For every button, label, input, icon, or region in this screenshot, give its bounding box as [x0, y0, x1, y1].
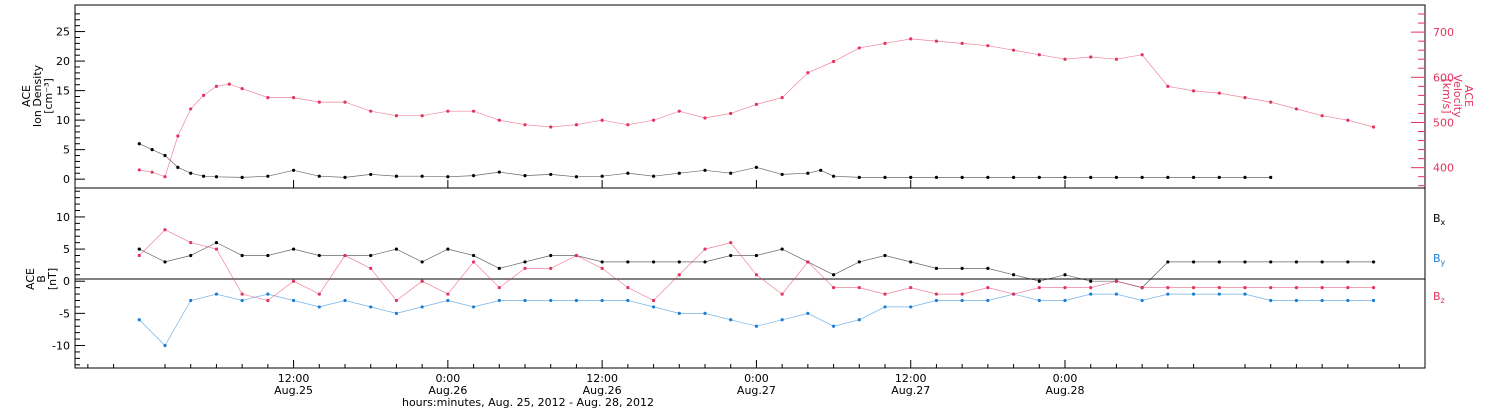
top-left-tick-label: 0: [63, 173, 70, 186]
top-left-tick-label: 25: [56, 26, 70, 39]
series-ion-density: [137, 142, 1273, 179]
top-right-tick-label: 500: [1433, 116, 1454, 129]
x-axis-title: hours:minutes, Aug. 25, 2012 - Aug. 28, …: [402, 396, 654, 409]
x-tick-label-date: Aug.25: [274, 384, 313, 397]
x-axis: 12:00Aug.250:00Aug.2612:00Aug.260:00Aug.…: [87, 180, 1400, 397]
bottom-left-tick-label: 10: [56, 211, 70, 224]
series-by: [137, 292, 1376, 348]
bottom-left-tick-label: 0: [63, 275, 70, 288]
bottom-left-tick-label: -5: [59, 307, 70, 320]
top-right-tick-label: 600: [1433, 71, 1454, 84]
x-tick-label-time: 0:00: [436, 372, 461, 385]
top-left-label-line-3: [cm⁻³]: [42, 78, 55, 114]
x-tick-label-date: Aug.26: [428, 384, 467, 397]
series-line: [139, 143, 1271, 178]
x-tick-label-date: Aug.28: [1046, 384, 1085, 397]
top-left-label-line-2: Ion Density: [31, 64, 44, 127]
bottom-panel-frame: [74, 187, 1426, 369]
bottom-left-tick-label: 5: [63, 243, 70, 256]
bottom-left-label-line-3: [nT]: [46, 268, 59, 290]
series-line: [139, 242, 1374, 288]
top-right-label-line-3: [km/s]: [1440, 78, 1453, 113]
series-line: [139, 229, 1374, 301]
x-tick-label-time: 12:00: [895, 372, 927, 385]
series-line: [139, 293, 1374, 347]
series-bz: [137, 228, 1376, 303]
top-left-tick-label: 15: [56, 85, 70, 98]
bottom-left-label-line-2: B: [35, 275, 48, 283]
legend-entry-by: By: [1433, 252, 1446, 267]
legend-entry-bz: Bz: [1433, 290, 1445, 305]
top-left-label-line-1: ACE: [20, 85, 33, 107]
series-line: [139, 38, 1374, 178]
top-left-tick-label: 10: [56, 114, 70, 127]
data-point: [137, 142, 141, 146]
top-left-tick-label: 5: [63, 144, 70, 157]
legend-entry-bx: Bx: [1433, 212, 1446, 227]
top-panel-frame: [74, 4, 1426, 189]
x-tick-label-date: Aug.26: [583, 384, 622, 397]
top-left-tick-label: 20: [56, 55, 70, 68]
top-right-label-line-1: ACE: [1462, 85, 1475, 107]
x-tick-label-time: 12:00: [278, 372, 310, 385]
bottom-left-label-line-1: ACE: [24, 268, 37, 290]
bottom-left-tick-label: -10: [52, 340, 70, 353]
data-point: [137, 168, 141, 172]
top-left-axis: 0 5 10 15 20 25: [56, 13, 85, 186]
data-point: [137, 247, 141, 251]
top-right-label-line-2: Velocity: [1451, 74, 1464, 118]
top-right-axis: 400 500 600 700: [1411, 13, 1454, 187]
x-tick-label-time: 0:00: [1053, 372, 1078, 385]
data-point: [1269, 175, 1273, 179]
bottom-left-axis: -10 -5 0 5 10: [52, 190, 85, 366]
top-left-axis-label: ACE Ion Density [cm⁻³]: [20, 64, 55, 127]
x-tick-label-time: 0:00: [744, 372, 769, 385]
top-right-tick-label: 400: [1433, 162, 1454, 175]
top-right-tick-label: 700: [1433, 26, 1454, 39]
legend: Bx By Bz: [1433, 212, 1446, 305]
series-layer: [137, 37, 1376, 348]
series-velocity: [137, 37, 1376, 179]
top-right-axis-label: ACE Velocity [km/s]: [1440, 74, 1475, 118]
x-tick-label-time: 12:00: [586, 372, 618, 385]
x-tick-label-date: Aug.27: [891, 384, 930, 397]
x-tick-label-date: Aug.27: [737, 384, 776, 397]
bottom-left-axis-label: ACE B [nT]: [24, 268, 59, 290]
series-bx: [137, 241, 1376, 290]
